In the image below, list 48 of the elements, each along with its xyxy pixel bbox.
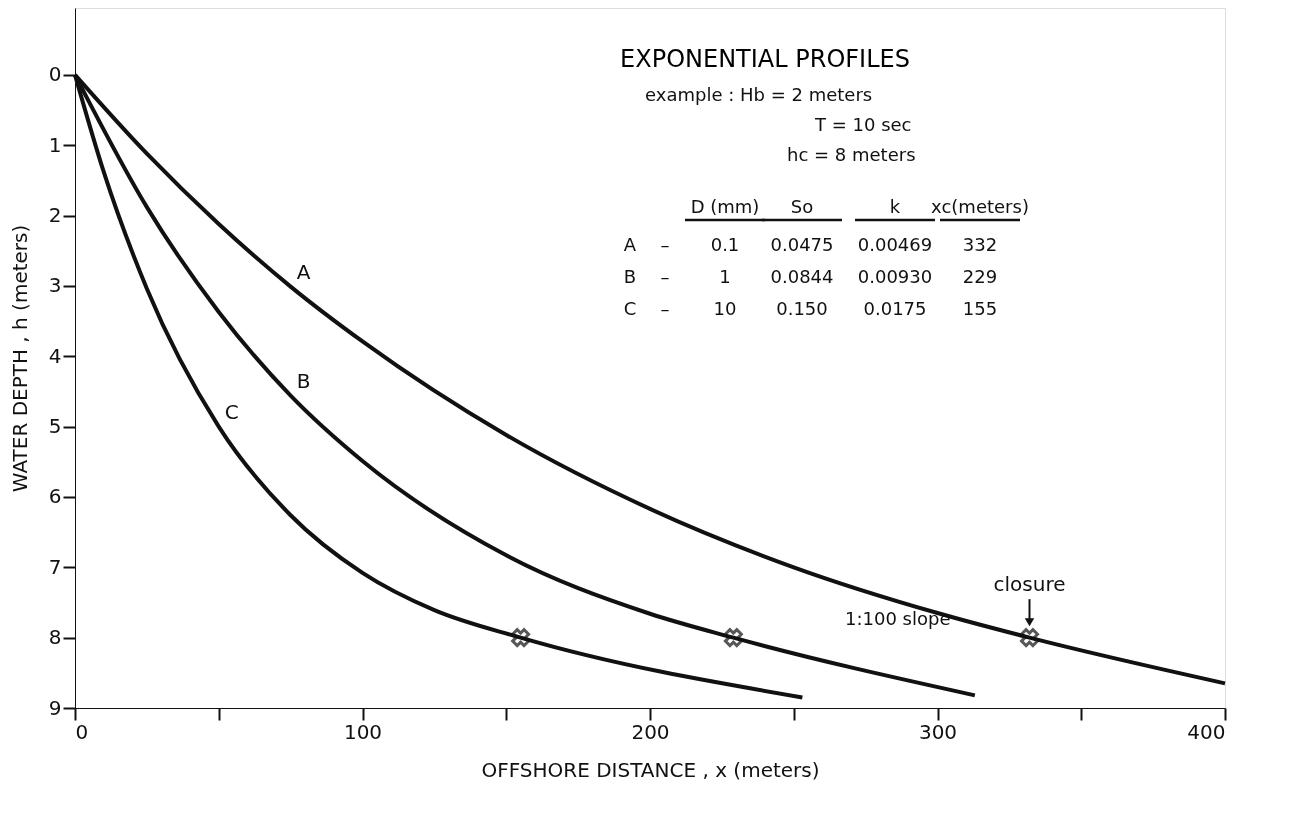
y-tick-label: 7 <box>48 554 62 579</box>
y-tick-label: 9 <box>48 695 62 720</box>
annotation: 155 <box>962 298 998 319</box>
y-tick-label: 1 <box>48 132 62 157</box>
annotation: 0.0475 <box>770 234 834 255</box>
annotation: 1:100 slope <box>845 608 951 629</box>
y-tick-label: 2 <box>48 203 62 228</box>
annotation: A <box>623 234 637 255</box>
series-label: B <box>296 368 311 393</box>
text: EXPONENTIAL PROFILES <box>620 45 910 73</box>
y-tick-label: 6 <box>48 484 62 509</box>
annotation: example : Hb = 2 meters <box>645 84 873 105</box>
annotation: – <box>660 266 670 287</box>
annotation: So <box>790 196 814 217</box>
annotation: 0.1 <box>710 234 740 255</box>
annotation: T = 10 sec <box>814 114 912 135</box>
x-tick-label: 0 <box>75 719 89 744</box>
annotation: 332 <box>962 234 998 255</box>
series-label: A <box>296 259 311 284</box>
annotation: xc(meters) <box>931 196 1029 217</box>
y-tick-label: 5 <box>48 414 62 439</box>
annotation: hc = 8 meters <box>787 144 916 165</box>
x-tick-label: 200 <box>631 719 670 744</box>
annotation: 0.00469 <box>857 234 933 255</box>
annotation: 0.150 <box>776 298 828 319</box>
annotation: – <box>660 234 670 255</box>
x-axis-title: OFFSHORE DISTANCE , x (meters) <box>481 757 820 782</box>
annotation: D (mm) <box>690 196 760 217</box>
x-tick-label: 400 <box>1187 719 1226 744</box>
annotation: 0.0844 <box>770 266 834 287</box>
annotation: k <box>889 196 901 217</box>
annotation: 1 <box>719 266 731 287</box>
annotation: C <box>623 298 637 319</box>
y-axis-title: WATER DEPTH , h (meters) <box>7 224 32 493</box>
annotation: 0.00930 <box>857 266 933 287</box>
annotation: 229 <box>962 266 998 287</box>
x-tick-label: 100 <box>343 719 383 744</box>
annotation: – <box>660 298 670 319</box>
y-tick-label: 4 <box>48 343 62 368</box>
annotation: 10 <box>713 298 737 319</box>
y-tick-label: 0 <box>48 62 62 87</box>
annotation: B <box>623 266 637 287</box>
annotation: closure <box>993 572 1066 597</box>
x-tick-label: 300 <box>918 719 958 744</box>
y-tick-label: 3 <box>48 273 62 298</box>
series-label: C <box>224 399 239 424</box>
annotation: 0.0175 <box>863 298 927 319</box>
y-tick-label: 8 <box>48 625 62 650</box>
